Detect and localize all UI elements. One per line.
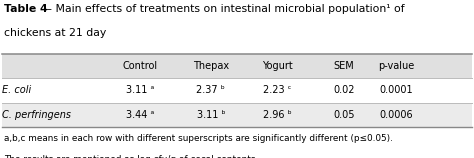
Text: 0.05: 0.05 [333,110,355,120]
Text: 0.0006: 0.0006 [379,110,412,120]
Text: a,b,c means in each row with different superscripts are significantly different : a,b,c means in each row with different s… [4,134,392,143]
Text: The results are mentioned as log cfu/g of cecal contents.: The results are mentioned as log cfu/g o… [4,155,258,158]
Text: 2.96 ᵇ: 2.96 ᵇ [263,110,292,120]
Bar [2,103,472,127]
Text: 2.23 ᶜ: 2.23 ᶜ [263,85,292,95]
Text: 0.02: 0.02 [333,85,355,95]
Text: Table 4: Table 4 [4,4,47,14]
Bar [2,54,472,78]
Text: E. coli: E. coli [2,85,32,95]
Text: Thepax: Thepax [193,61,229,71]
Text: 2.37 ᵇ: 2.37 ᵇ [197,85,225,95]
Text: SEM: SEM [333,61,354,71]
Text: p-value: p-value [378,61,414,71]
Text: C. perfringens: C. perfringens [2,110,72,120]
Text: – Main effects of treatments on intestinal microbial population¹ of: – Main effects of treatments on intestin… [43,4,404,14]
Text: Control: Control [122,61,157,71]
Text: 3.44 ᵃ: 3.44 ᵃ [126,110,154,120]
Text: Yogurt: Yogurt [262,61,292,71]
Bar [2,78,472,103]
Text: 0.0001: 0.0001 [379,85,412,95]
Text: 3.11 ᵃ: 3.11 ᵃ [126,85,154,95]
Text: chickens at 21 day: chickens at 21 day [4,28,106,38]
Text: 3.11 ᵇ: 3.11 ᵇ [197,110,225,120]
